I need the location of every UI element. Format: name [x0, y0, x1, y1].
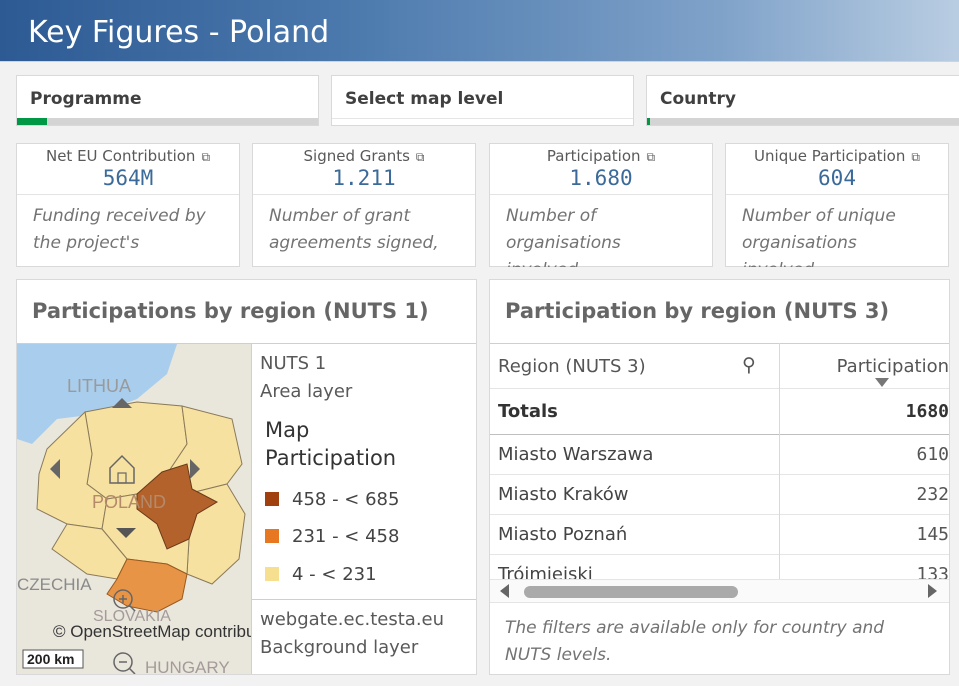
- map-label-hungary: HUNGARY: [145, 658, 230, 674]
- legend-item-label: 231 - < 458: [292, 526, 400, 547]
- legend-divider: [252, 599, 476, 600]
- map-scale-label: 200 km: [27, 651, 74, 667]
- kpi-signed-grants: Signed Grants ⧉ 1.211 Number of grant agr…: [252, 143, 476, 267]
- filter-selection-bar: [647, 118, 959, 125]
- filter-map-level[interactable]: Select map level: [331, 75, 634, 126]
- filter-selection-fill: [17, 118, 48, 125]
- external-link-icon[interactable]: ⧉: [911, 150, 920, 164]
- zoom-out-icon[interactable]: [113, 652, 136, 674]
- scroll-left-icon[interactable]: [500, 584, 509, 598]
- legend-swatch: [265, 492, 279, 506]
- map-label-czechia: CZECHIA: [17, 575, 92, 594]
- external-link-icon[interactable]: ⧉: [415, 150, 425, 164]
- map-legend: NUTS 1 Area layer Map Participation 458 …: [251, 343, 476, 674]
- cell-participation: 610: [916, 444, 949, 465]
- pan-left-icon[interactable]: [50, 459, 60, 479]
- kpi-participation: Participation ⧉ 1.680 Number of organisat…: [489, 143, 713, 267]
- filter-selection-bar: [17, 118, 318, 125]
- kpi-unique-participation: Unique Participation ⧉ 604 Number of uniq…: [725, 143, 949, 267]
- kpi-description: Number of grant agreements signed,: [269, 206, 439, 253]
- table-row[interactable]: Trójmiejski 133: [490, 555, 949, 579]
- legend-bg-layer-name: webgate.ec.testa.eu: [260, 609, 445, 630]
- external-link-icon[interactable]: ⧉: [646, 150, 656, 164]
- kpi-description: Funding received by the project's: [33, 206, 206, 253]
- kpi-description: Number of unique organisations involved: [742, 206, 896, 267]
- kpi-label: Net EU Contribution: [45, 147, 196, 165]
- kpi-label: Unique Participation: [754, 147, 906, 165]
- legend-heading-line2: Participation: [265, 446, 397, 470]
- col-header-region[interactable]: Region (NUTS 3): [498, 356, 646, 377]
- map-label-slovakia: SLOVAKIA: [93, 608, 171, 625]
- pan-down-icon[interactable]: [116, 528, 136, 538]
- map-sea: [17, 344, 177, 444]
- map-panel: Participations by region (NUTS 1) LITHUA…: [16, 279, 477, 675]
- cell-region: Trójmiejski: [498, 564, 593, 579]
- map-label-lithuania: LITHUA: [67, 376, 131, 396]
- kpi-value: 604: [818, 166, 856, 190]
- pan-right-icon[interactable]: [190, 459, 200, 479]
- table-row[interactable]: Miasto Kraków 232: [490, 475, 949, 515]
- legend-item-high: 458 - < 685: [265, 489, 399, 510]
- table-panel-title: Participation by region (NUTS 3): [505, 299, 890, 323]
- app-header: Key Figures - Poland: [0, 0, 959, 62]
- kpi-value: 1.680: [569, 166, 633, 190]
- filter-label: Programme: [30, 89, 142, 109]
- legend-bg-layer-type: Background layer: [260, 637, 419, 658]
- zoom-in-icon[interactable]: [113, 589, 136, 612]
- cell-region: Miasto Kraków: [498, 484, 629, 505]
- cell-region: Miasto Poznań: [498, 524, 628, 545]
- filter-programme[interactable]: Programme: [16, 75, 319, 126]
- totals-value: 1680: [905, 401, 949, 422]
- legend-item-label: 4 - < 231: [292, 564, 377, 585]
- kpi-label: Participation: [546, 147, 641, 165]
- filter-selection-bar: [332, 118, 633, 125]
- col-header-participation[interactable]: Participation: [836, 356, 949, 377]
- legend-item-low: 4 - < 231: [265, 564, 377, 585]
- table-row[interactable]: Miasto Warszawa 610: [490, 435, 949, 475]
- map-panel-title: Participations by region (NUTS 1): [32, 299, 429, 323]
- scroll-right-icon[interactable]: [928, 584, 937, 598]
- kpi-description: Number of organisations involved: [506, 206, 621, 267]
- map-label-poland: POLAND: [92, 492, 166, 512]
- legend-swatch: [265, 567, 279, 581]
- filter-label: Select map level: [345, 89, 504, 109]
- map-attribution: © OpenStreetMap contributors: [53, 622, 251, 641]
- map-region-masovia: [136, 463, 219, 550]
- sort-desc-icon[interactable]: [875, 378, 889, 387]
- kpi-net-eu-contribution: Net EU Contribution ⧉ 564M Funding receiv…: [16, 143, 240, 267]
- column-separator: [779, 343, 780, 579]
- table-totals-row: Totals 1680: [490, 389, 949, 435]
- legend-heading-line1: Map: [265, 418, 310, 442]
- home-icon[interactable]: [109, 454, 135, 484]
- cell-participation: 145: [916, 524, 949, 545]
- table-panel: Participation by region (NUTS 3) Region …: [489, 279, 950, 675]
- cell-region: Miasto Warszawa: [498, 444, 654, 465]
- map-scale-box: [22, 649, 84, 669]
- kpi-label: Signed Grants: [303, 147, 410, 165]
- legend-layer-type: Area layer: [260, 381, 353, 402]
- kpi-value: 1.211: [332, 166, 396, 190]
- kpi-value: 564M: [102, 166, 154, 190]
- search-icon[interactable]: ⚲: [742, 354, 756, 376]
- filter-label: Country: [660, 89, 736, 109]
- external-link-icon[interactable]: ⧉: [201, 150, 211, 164]
- legend-layer-name: NUTS 1: [260, 353, 327, 374]
- totals-label: Totals: [498, 401, 558, 422]
- cell-participation: 133: [916, 564, 949, 579]
- filter-selection-fill: [647, 118, 651, 125]
- filter-note: The filters are available only for count…: [505, 618, 885, 665]
- page-title: Key Figures - Poland: [28, 15, 330, 50]
- cell-participation: 232: [916, 484, 949, 505]
- legend-swatch: [265, 529, 279, 543]
- legend-item-label: 458 - < 685: [292, 489, 400, 510]
- table-header-row: Region (NUTS 3) ⚲ Participation: [490, 343, 949, 389]
- filter-country[interactable]: Country: [646, 75, 959, 126]
- legend-item-mid: 231 - < 458: [265, 526, 399, 547]
- table-row[interactable]: Miasto Poznań 145: [490, 515, 949, 555]
- horizontal-scrollbar[interactable]: [490, 579, 949, 603]
- scrollbar-thumb[interactable]: [524, 586, 738, 598]
- map-canvas[interactable]: LITHUA POLAND CZECHIA SLOVAKIA HUNGARY: [17, 344, 251, 674]
- region-map[interactable]: LITHUA POLAND CZECHIA SLOVAKIA HUNGARY: [17, 343, 251, 674]
- pan-up-icon[interactable]: [112, 398, 132, 408]
